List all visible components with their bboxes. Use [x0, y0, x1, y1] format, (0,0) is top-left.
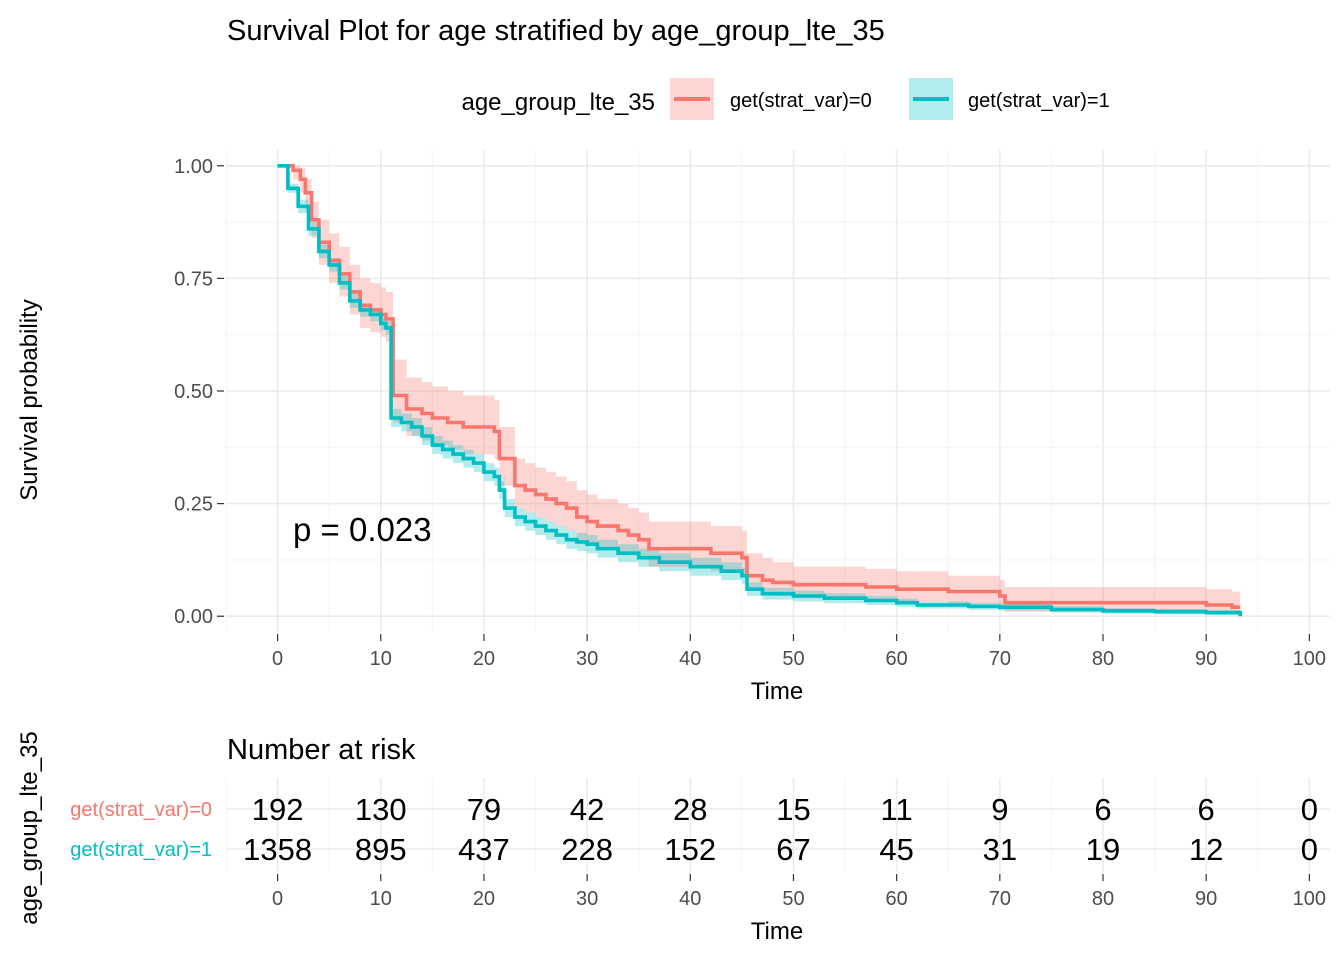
survival-curve-group-1 — [277, 164, 1242, 617]
risk-cell: 67 — [776, 832, 810, 867]
legend-label-group-1: get(strat_var)=1 — [968, 90, 1110, 112]
risk-cell: 31 — [983, 832, 1017, 867]
x-tick-label: 100 — [1293, 648, 1326, 670]
legend: age_group_lte_35 get(strat_var)=0 get(st… — [461, 78, 1110, 120]
risk-row-label-group-1: get(strat_var)=1 — [70, 839, 212, 861]
risk-x-tick-label: 10 — [370, 888, 392, 910]
risk-table-title: Number at risk — [227, 734, 416, 766]
risk-table-x-axis-title: Time — [751, 918, 803, 945]
risk-cell: 9 — [991, 792, 1008, 827]
risk-x-tick-label: 30 — [576, 888, 598, 910]
risk-cell: 42 — [570, 792, 604, 827]
risk-cell: 28 — [673, 792, 707, 827]
risk-cell: 192 — [252, 792, 304, 827]
x-tick-label: 0 — [272, 648, 283, 670]
x-axis-title: Time — [751, 678, 803, 705]
risk-x-tick-label: 80 — [1092, 888, 1114, 910]
risk-cell: 437 — [458, 832, 510, 867]
y-axis-ticks: 0.00 0.25 0.50 0.75 1.00 — [174, 156, 224, 628]
risk-table-x-ticks: 0 10 20 30 40 50 60 70 80 90 100 — [272, 874, 1326, 910]
risk-cell: 79 — [467, 792, 501, 827]
p-value-annotation: p = 0.023 — [293, 511, 432, 548]
risk-cell: 152 — [664, 832, 716, 867]
y-tick-label: 0.50 — [174, 381, 213, 403]
x-tick-label: 70 — [989, 648, 1011, 670]
x-tick-label: 50 — [782, 648, 804, 670]
x-tick-label: 10 — [370, 648, 392, 670]
risk-cell: 6 — [1094, 792, 1111, 827]
risk-cell: 1358 — [243, 832, 312, 867]
risk-cell: 11 — [881, 792, 913, 827]
risk-cell: 6 — [1198, 792, 1215, 827]
risk-table-row-labels: get(strat_var)=0 get(strat_var)=1 — [70, 799, 212, 861]
risk-cell: 45 — [879, 832, 913, 867]
confidence-bands — [277, 165, 1241, 617]
risk-cell: 0 — [1301, 832, 1318, 867]
survival-plot-grid — [225, 150, 1330, 632]
risk-x-tick-label: 100 — [1293, 888, 1326, 910]
legend-title: age_group_lte_35 — [461, 89, 655, 116]
risk-x-tick-label: 70 — [989, 888, 1011, 910]
y-tick-label: 0.25 — [174, 494, 213, 516]
y-axis-title: Survival probability — [16, 299, 43, 500]
risk-cell: 895 — [355, 832, 407, 867]
confidence-band-group-0 — [277, 165, 1241, 615]
risk-cell: 12 — [1189, 832, 1223, 867]
x-axis-ticks: 0 10 20 30 40 50 60 70 80 90 100 — [272, 634, 1326, 670]
risk-x-tick-label: 20 — [473, 888, 495, 910]
legend-label-group-0: get(strat_var)=0 — [730, 90, 872, 112]
risk-table-grid — [225, 778, 1330, 872]
y-tick-label: 1.00 — [174, 156, 213, 178]
risk-x-tick-label: 0 — [272, 888, 283, 910]
x-tick-label: 80 — [1092, 648, 1114, 670]
x-tick-label: 30 — [576, 648, 598, 670]
survival-plot-panel: 0.00 0.25 0.50 0.75 1.00 0 10 20 30 40 50 60 70 80 90… — [174, 150, 1330, 670]
risk-table-cells: 192 130 79 42 28 15 11 9 6 6 0 1358 895 437 228 152 67 45… — [243, 792, 1318, 867]
risk-row-label-group-0: get(strat_var)=0 — [70, 799, 212, 821]
chart-title: Survival Plot for age stratified by age_… — [227, 15, 885, 47]
y-tick-label: 0.00 — [174, 606, 213, 628]
x-tick-label: 20 — [473, 648, 495, 670]
survival-curves — [277, 164, 1242, 617]
risk-x-tick-label: 60 — [886, 888, 908, 910]
x-tick-label: 90 — [1195, 648, 1217, 670]
risk-cell: 130 — [355, 792, 407, 827]
x-tick-label: 60 — [886, 648, 908, 670]
risk-x-tick-label: 50 — [782, 888, 804, 910]
risk-table-y-axis-title: age_group_lte_35 — [16, 731, 43, 925]
risk-cell: 19 — [1086, 832, 1120, 867]
risk-x-tick-label: 90 — [1195, 888, 1217, 910]
x-tick-label: 40 — [679, 648, 701, 670]
risk-cell: 228 — [561, 832, 613, 867]
risk-cell: 15 — [776, 792, 810, 827]
risk-cell: 0 — [1301, 792, 1318, 827]
y-tick-label: 0.75 — [174, 268, 213, 290]
risk-table: Number at risk get(strat_var)=0get(strat… — [70, 734, 1330, 910]
risk-x-tick-label: 40 — [679, 888, 701, 910]
